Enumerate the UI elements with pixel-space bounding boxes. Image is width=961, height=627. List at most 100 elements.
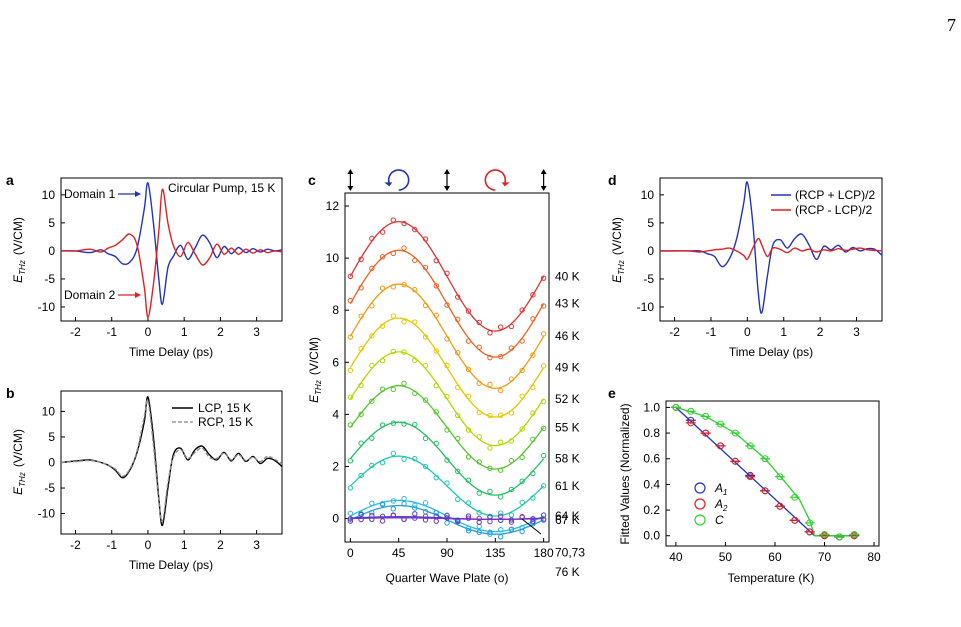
panel-c-point-7-50 (401, 456, 407, 462)
panel-b-xtick-label-0: -2 (70, 538, 81, 552)
panel-c-point-1-100 (455, 316, 461, 323)
panel-e-ytick-label-3: 0.6 (643, 452, 660, 466)
panel-c-point-7-170 (530, 495, 536, 501)
panel-a-xtick-label-0: -2 (70, 325, 81, 339)
panel-c-point-1-10 (358, 285, 364, 291)
panel-c-point-11-140 (497, 513, 504, 519)
panel-c-point-0-40 (390, 217, 397, 223)
panel-c-curve-label-5: 55 K (555, 420, 580, 434)
panel-c-point-4-170 (530, 410, 536, 416)
panel-c-point-9-80 (433, 509, 439, 516)
panel-d-label: d (608, 172, 617, 188)
panel-c-point-0-20 (369, 235, 375, 242)
panel-b-xtick-label-2: 0 (145, 538, 152, 552)
panel-c-xtick-label-4: 180 (534, 546, 554, 560)
panel-d-series-1 (659, 237, 883, 261)
panel-c-point-5-170 (530, 436, 536, 442)
panel-c-point-11-100 (455, 518, 461, 524)
panel-e-legend-marker-c (694, 514, 706, 526)
panel-e-legend-a2-main: A (714, 497, 723, 511)
panel-c-point-4-50 (401, 349, 407, 355)
panel-e-point-C-4 (731, 429, 739, 437)
panel-d-xtick-label-5: 3 (853, 325, 860, 339)
panel-e-point-C-9 (806, 519, 814, 527)
panel-d-ylabel-sub: THz (617, 260, 626, 275)
panel-c-point-1-0 (347, 297, 354, 304)
panel-c-point-2-10 (358, 313, 364, 319)
panel-c-point-9-160 (519, 528, 525, 535)
panel-c-point-4-180 (540, 398, 547, 405)
panel-e-point-A2-3 (716, 442, 724, 450)
svg-text:ETHz(V/CM): ETHz (V/CM) (307, 337, 323, 403)
panel-d-ytick-label-4: 10 (641, 188, 655, 202)
panel-c-point-0-30 (379, 229, 386, 235)
panel-a-xtick-label-5: 3 (253, 325, 260, 339)
panel-c-point-5-180 (540, 425, 547, 432)
panel-c-point-3-90 (444, 362, 450, 369)
panel-a-xtick-label-1: -1 (106, 325, 117, 339)
panel-c-point-2-0 (347, 334, 354, 340)
panel-c-point-3-10 (358, 346, 364, 352)
panel-c-point-7-140 (497, 510, 504, 516)
panel-c-point-0-60 (412, 226, 418, 233)
panel-c-point-4-130 (487, 445, 493, 451)
panel-a-series-0 (60, 182, 283, 305)
panel-b-legend-lcp: LCP, 15 K (198, 401, 251, 415)
panel-c-xlabel: Quarter Wave Plate (o) (386, 571, 509, 585)
panel-c-point-5-80 (433, 409, 439, 415)
panel-c-point-0-170 (530, 292, 536, 298)
panel-e-point-A2-5 (746, 473, 754, 481)
panel-c-point-0-150 (508, 323, 515, 330)
panel-e-xtick-label-2: 60 (768, 550, 782, 564)
panel-a-arrowhead-domain1 (135, 191, 141, 197)
panel-c-point-9-90 (444, 520, 450, 526)
panel-e-point-A2-6 (761, 487, 769, 495)
panel-c-fit-0 (349, 220, 545, 332)
panel-c-point-4-100 (455, 412, 461, 419)
panel-c-point-5-160 (519, 454, 525, 460)
panel-c-ytick-label-3: 6 (332, 355, 339, 369)
svg-text:ETHz(V/CM): ETHz (V/CM) (610, 217, 626, 283)
panel-c-point-10-10 (358, 511, 364, 518)
panel-c-curve-label-0: 40 K (555, 269, 580, 283)
panel-c-point-1-180 (540, 303, 547, 309)
panel-e-legend-a2-sub: 2 (722, 504, 728, 513)
panel-c-point-1-90 (444, 302, 450, 308)
panel-c-point-11-30 (379, 518, 386, 524)
panel-c-point-3-110 (465, 393, 472, 399)
panel-c-point-1-50 (401, 245, 407, 251)
panel-e-ytick-label-1: 0.2 (643, 503, 660, 517)
panel-a-annotation-pump: Circular Pump, 15 K (168, 181, 275, 195)
panel-c-point-8-70 (422, 500, 429, 506)
panel-a-label: a (6, 172, 14, 188)
panel-a-ytick-label-2: 0 (48, 244, 55, 258)
panel-c-point-9-20 (369, 509, 375, 516)
panel-c-curve-label-1: 43 K (555, 297, 580, 311)
panel-a-annotation-domain1: Domain 1 (64, 187, 116, 201)
panel-e-point-A2-2 (702, 429, 710, 437)
panel-c-point-2-130 (487, 381, 493, 388)
panel-c-curve-label-3: 49 K (555, 361, 580, 375)
panel-c-circular-arc-1 (387, 169, 410, 191)
panel-a-series-1 (60, 188, 283, 318)
panel-b-ytick-label-4: 10 (42, 404, 56, 418)
panel-e: e 40 50 60 70 80 0.0 0.2 0.4 0.6 0.8 1.0 Fitted Va… (608, 385, 881, 585)
panel-b-ytick-label-3: 5 (48, 430, 55, 444)
panel-c-plot: 0 45 90 135 180 0 2 4 6 8 10 12 (326, 199, 554, 560)
panel-c-point-3-30 (379, 323, 386, 329)
panel-e-xtick-label-4: 80 (867, 550, 881, 564)
panel-e-legend-marker-a2 (694, 498, 706, 510)
panel-c-linear-arrowhead-down-2 (444, 186, 450, 191)
panel-c-point-6-50 (401, 421, 407, 427)
panel-c-point-3-160 (519, 393, 525, 399)
panel-c-point-6-110 (465, 477, 472, 483)
panel-c-point-3-140 (497, 412, 504, 418)
svg-text:ETHz(V/CM): ETHz (V/CM) (11, 217, 27, 283)
panel-c-point-3-20 (369, 333, 375, 339)
panel-c-point-4-40 (390, 348, 397, 355)
panel-c-point-4-110 (465, 427, 472, 433)
panel-c-point-6-140 (497, 494, 504, 500)
panel-c-point-0-100 (455, 294, 461, 300)
panel-c-ylabel-sub: THz (314, 380, 323, 395)
panel-c-point-6-180 (540, 452, 547, 459)
